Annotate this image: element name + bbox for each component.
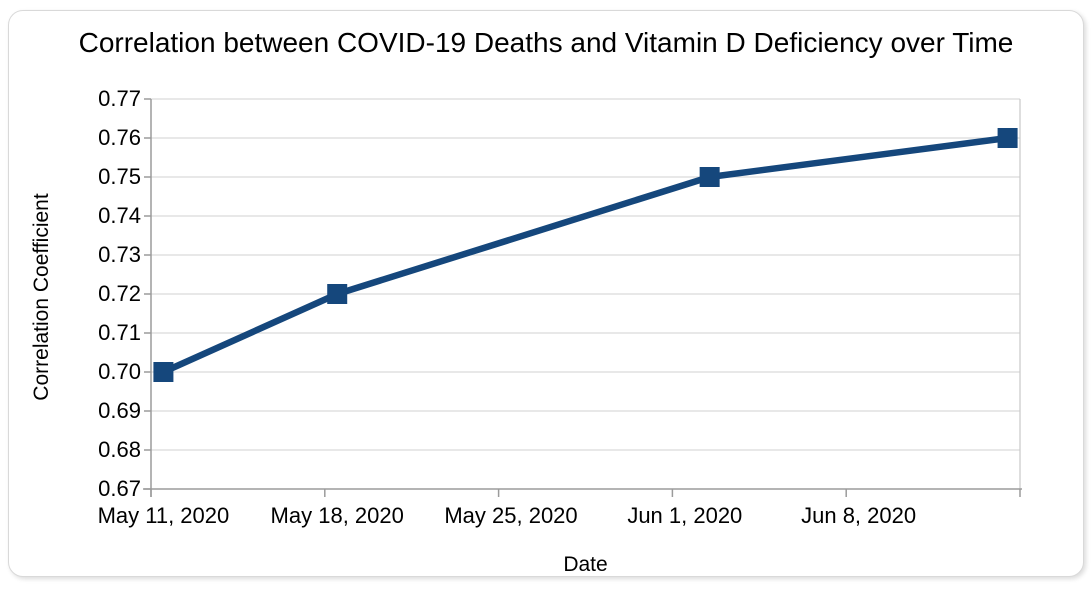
x-axis-title: Date [563, 553, 608, 576]
x-tick-label: Jun 1, 2020 [627, 503, 743, 528]
x-tick-label: May 11, 2020 [97, 503, 230, 528]
series-line [160, 134, 1011, 376]
data-point-marker [997, 128, 1018, 148]
data-point-marker [153, 362, 174, 382]
y-tick-label: 0.76 [98, 125, 141, 150]
y-axis-title: Correlation Coefficient [30, 193, 53, 401]
x-tick-label: May 18, 2020 [270, 503, 404, 528]
y-tick-label: 0.73 [98, 242, 141, 267]
y-tick-label: 0.72 [98, 281, 141, 306]
y-tick-label: 0.68 [98, 437, 141, 462]
y-tick-label: 0.71 [98, 320, 141, 345]
x-tick-label: May 25, 2020 [444, 503, 578, 528]
x-tick-label: Jun 8, 2020 [801, 503, 917, 528]
y-tick-label: 0.70 [98, 359, 141, 384]
y-tick-label: 0.74 [98, 203, 141, 228]
y-tick-label: 0.67 [98, 476, 141, 501]
data-point-marker [327, 284, 348, 304]
data-point-marker [699, 167, 720, 187]
y-tick-label: 0.75 [98, 164, 141, 189]
chart-title: Correlation between COVID-19 Deaths and … [78, 27, 1014, 58]
y-tick-label: 0.69 [98, 398, 141, 423]
y-tick-label: 0.77 [98, 86, 141, 111]
